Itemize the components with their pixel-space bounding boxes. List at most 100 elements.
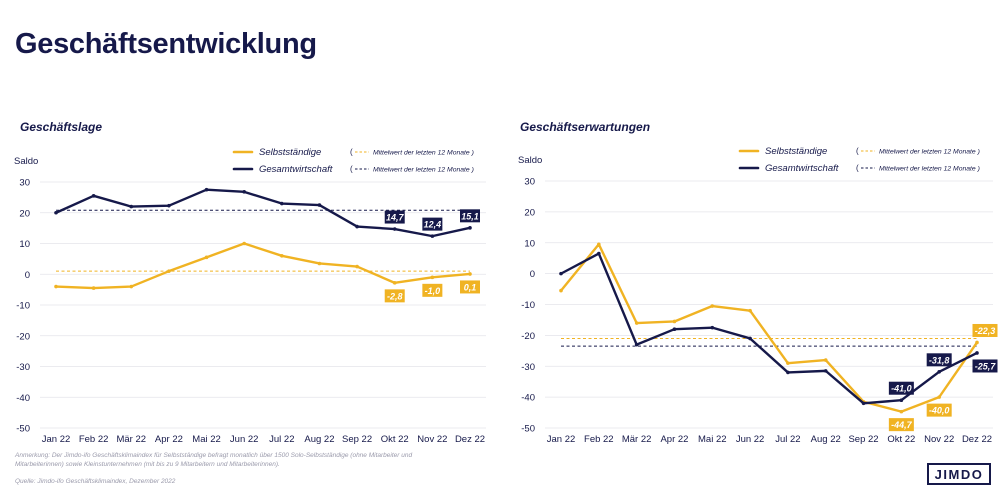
legend-label: Selbstständige	[765, 146, 827, 157]
data-point	[597, 242, 601, 247]
data-point	[129, 204, 134, 209]
data-point	[317, 203, 322, 207]
x-tick-label: Sep 22	[342, 434, 372, 445]
legend-mean-label: Mittelwert der letzten 12 Monate )	[879, 166, 980, 173]
data-label: -1,0	[425, 286, 441, 296]
y-tick-label: -30	[16, 362, 30, 373]
data-point	[597, 251, 601, 256]
data-point	[280, 254, 284, 258]
y-tick-label: -30	[521, 362, 535, 373]
x-tick-label: Jan 22	[42, 434, 71, 445]
data-point	[672, 327, 677, 332]
data-point	[355, 264, 359, 269]
x-tick-label: Aug 22	[304, 434, 334, 445]
x-tick-label: Feb 22	[79, 434, 109, 445]
legend-label: Gesamtwirtschaft	[765, 163, 839, 174]
x-tick-label: Jul 22	[269, 434, 294, 445]
y-tick-label: -10	[521, 300, 535, 311]
y-tick-label: 10	[524, 238, 535, 249]
data-point	[937, 370, 941, 374]
data-point	[204, 255, 209, 260]
series-line	[559, 243, 979, 413]
x-tick-label: Jul 22	[775, 434, 800, 445]
data-point	[672, 319, 677, 324]
data-point	[748, 308, 752, 313]
data-label: -31,8	[929, 355, 950, 365]
data-point	[430, 275, 435, 280]
x-tick-label: Okt 22	[887, 434, 915, 445]
data-point	[317, 261, 322, 266]
data-point	[899, 409, 904, 414]
data-point	[975, 351, 979, 355]
data-point	[786, 370, 790, 375]
data-point	[280, 201, 284, 206]
data-point	[392, 281, 397, 285]
data-point	[91, 286, 96, 290]
x-tick-label: Okt 22	[381, 434, 409, 445]
data-label: -41,0	[891, 384, 912, 394]
data-label: -25,7	[975, 361, 997, 371]
data-point	[748, 336, 752, 341]
data-label: -44,7	[891, 420, 913, 430]
chart-title: Geschäftserwartungen	[520, 120, 650, 134]
y-tick-label: 20	[19, 208, 30, 219]
data-point	[559, 271, 563, 276]
y-tick-label: 0	[530, 269, 535, 280]
data-point	[91, 194, 96, 198]
legend-paren-open: (	[350, 148, 353, 157]
page-title: Geschäftsentwicklung	[15, 28, 317, 60]
data-point	[786, 361, 790, 365]
jimdo-logo: JIMDO	[927, 463, 991, 485]
data-point	[129, 284, 134, 289]
data-point	[355, 224, 359, 229]
data-point	[823, 358, 828, 362]
data-label-box	[888, 381, 914, 395]
y-tick-label: 10	[19, 239, 30, 250]
x-tick-label: Mai 22	[192, 434, 221, 445]
data-point	[54, 284, 58, 289]
legend-paren-open: (	[856, 164, 859, 173]
legend-mean-label: Mittelwert der letzten 12 Monate )	[373, 150, 474, 157]
x-tick-label: Mär 22	[622, 434, 652, 445]
x-tick-label: Nov 22	[417, 434, 447, 445]
x-tick-label: Apr 22	[660, 434, 688, 445]
y-tick-label: 0	[25, 270, 30, 281]
y-tick-label: 30	[19, 178, 30, 189]
data-point	[242, 190, 246, 194]
data-point	[430, 234, 435, 238]
data-label: -22,3	[975, 326, 996, 336]
data-point	[975, 340, 979, 345]
y-axis-label: Saldo	[14, 156, 38, 167]
data-label-box	[422, 217, 443, 231]
data-point	[937, 395, 941, 399]
data-label-box	[888, 418, 914, 432]
x-tick-label: Feb 22	[584, 434, 614, 445]
data-point	[54, 210, 58, 215]
data-point	[899, 398, 904, 403]
x-tick-label: Aug 22	[811, 434, 841, 445]
data-label-box	[972, 323, 998, 337]
data-label-box	[460, 280, 480, 294]
data-label: 15,1	[461, 211, 479, 221]
data-point	[861, 401, 866, 406]
data-point	[710, 304, 715, 308]
y-tick-label: -20	[521, 331, 535, 342]
data-label-box	[926, 353, 952, 367]
data-label-box	[460, 209, 480, 223]
legend-paren-open: (	[350, 165, 353, 174]
series-line	[54, 242, 472, 290]
legend-label: Selbstständige	[259, 147, 321, 158]
x-tick-label: Jun 22	[736, 434, 765, 445]
footnote: Anmerkung: Der Jimdo-ifo Geschäftsklimai…	[15, 452, 413, 468]
data-point	[242, 241, 246, 246]
data-label: 12,4	[424, 220, 442, 230]
y-tick-label: -10	[16, 301, 30, 312]
y-axis-label: Saldo	[518, 155, 542, 166]
data-point	[823, 369, 828, 373]
x-tick-label: Dez 22	[455, 434, 485, 445]
y-tick-label: -50	[521, 424, 535, 435]
data-label: 14,7	[386, 213, 405, 223]
data-label: -40,0	[929, 406, 950, 416]
data-label-box	[926, 403, 952, 417]
